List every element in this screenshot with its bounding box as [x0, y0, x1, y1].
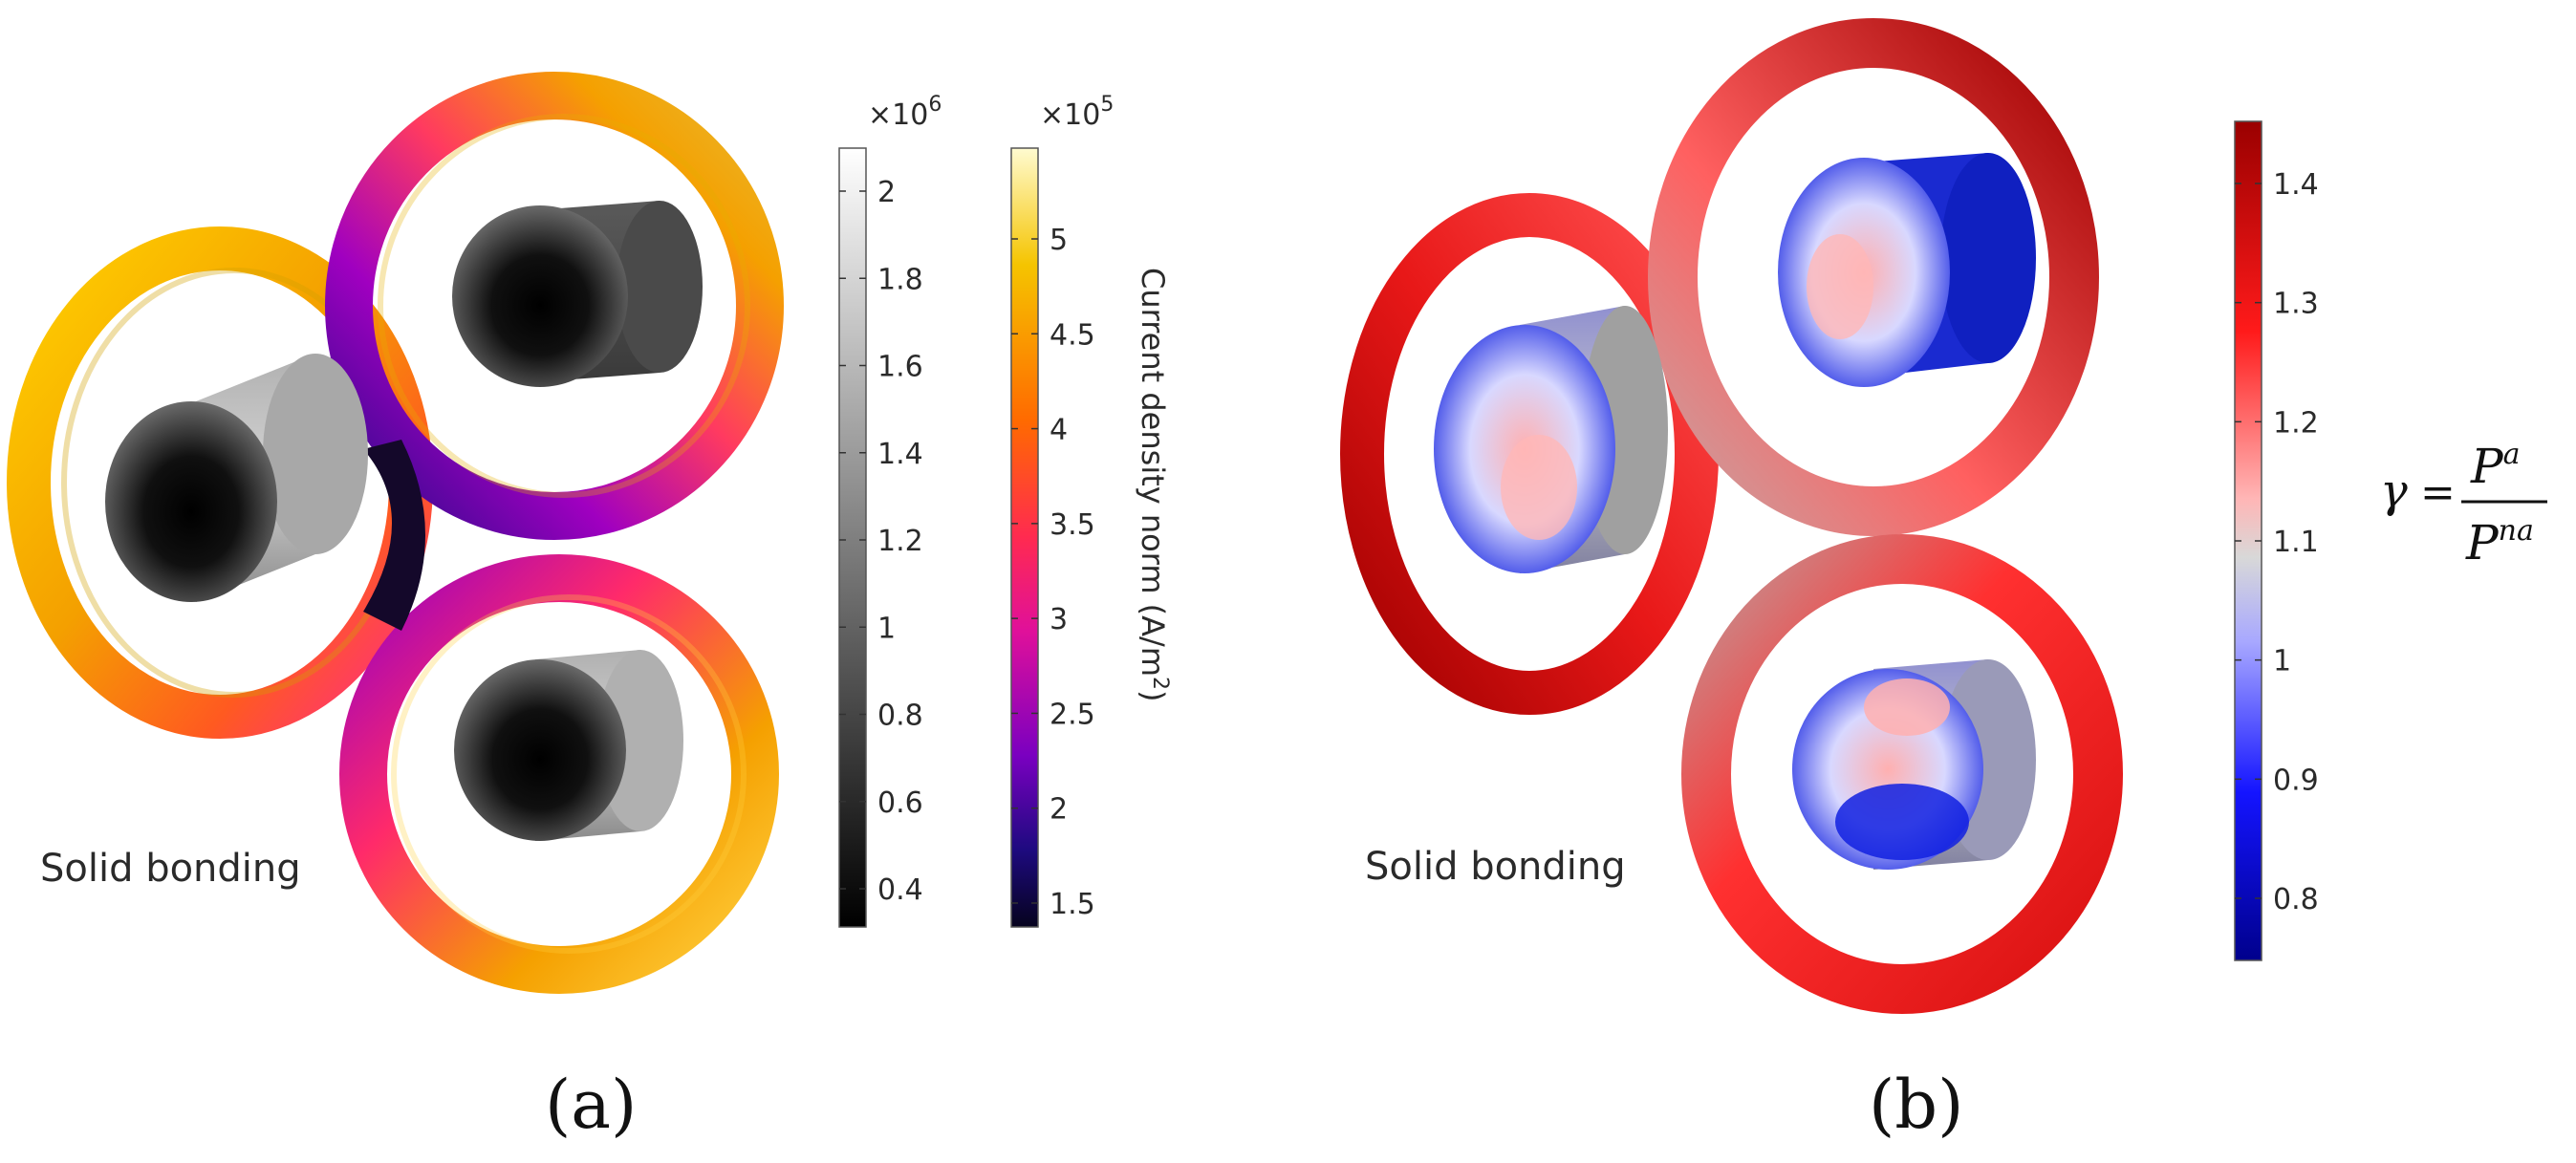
heat-colorbar-exponent: ×105: [1040, 93, 1114, 132]
conductor-b-top: [1778, 153, 2036, 387]
gamma-colorbar: 1.4 1.3 1.2 1.1 1 0.9 0.8: [2234, 120, 2319, 961]
gray-colorbar-scale: [838, 147, 867, 928]
colorbar-tick-label: 1.3: [2273, 288, 2319, 321]
colorbar-tick-label: 4: [1050, 414, 1068, 447]
ring-b-left: [1340, 193, 1719, 715]
gamma-formula: γ = Pa Pna: [2380, 438, 2547, 571]
gray-colorbar: ×106 2 1.8 1.6 1.4 1.2 1 0.8 0.6 0.4: [838, 93, 942, 928]
ring-b-top: [1648, 18, 2099, 536]
ring-junction: [363, 440, 425, 631]
panel-a-illustration: [7, 72, 784, 994]
colorbar-tick-label: 2: [1050, 793, 1068, 827]
colorbar-tick-label: 1.6: [877, 351, 923, 384]
colorbar-tick-label: 3: [1050, 603, 1068, 636]
colorbar-tick-label: 0.4: [877, 873, 923, 907]
ring-bottom: [339, 554, 779, 994]
panel-a-bonding-label: Solid bonding: [40, 847, 301, 891]
conductor-b-bottom: [1792, 659, 2036, 870]
colorbar-tick-label: 1.2: [877, 525, 923, 558]
colorbar-tick-label: 0.8: [877, 700, 923, 733]
colorbar-tick-label: 1.8: [877, 263, 923, 296]
colorbar-tick-label: 4.5: [1050, 318, 1095, 352]
colorbar-tick-label: 1.5: [1050, 888, 1095, 921]
gamma-colorbar-ticks: 1.4 1.3 1.2 1.1 1 0.9 0.8: [2235, 168, 2319, 916]
panel-a-label: (a): [545, 1066, 637, 1144]
colorbar-tick-label: 1.4: [2273, 168, 2319, 202]
colorbar-tick-label: 1.2: [2273, 406, 2319, 440]
colorbar-tick-label: 0.9: [2273, 764, 2319, 797]
colorbar-tick-label: 0.6: [877, 786, 923, 820]
heat-colorbar: ×105 5 4.5 4 3.5 3 2.5 2 1.5 Current density no…: [1010, 93, 1172, 928]
gray-colorbar-ticks: 2 1.8 1.6 1.4 1.2 1 0.8 0.6 0.4: [839, 176, 923, 907]
panel-b-illustration: [1340, 18, 2123, 1014]
heat-colorbar-title: Current density norm (A/m2): [1135, 268, 1172, 701]
colorbar-tick-label: 1: [877, 612, 896, 645]
panel-b-bonding-label: Solid bonding: [1365, 845, 1626, 889]
conductor-top: [452, 201, 703, 387]
colorbar-tick-label: 3.5: [1050, 508, 1095, 542]
panel-b-label: (b): [1869, 1066, 1963, 1144]
gray-colorbar-exponent: ×106: [868, 93, 942, 132]
colorbar-tick-label: 1.1: [2273, 526, 2319, 559]
heat-colorbar-ticks: 5 4.5 4 3.5 3 2.5 2 1.5: [1011, 224, 1095, 921]
heat-colorbar-scale: [1010, 147, 1039, 928]
colorbar-tick-label: 2: [877, 176, 896, 209]
conductor-left: [105, 354, 368, 602]
formula-numerator: Pa: [2470, 438, 2521, 494]
colorbar-tick-label: 1: [2273, 645, 2291, 678]
formula-gamma: γ: [2380, 464, 2408, 518]
colorbar-tick-label: 0.8: [2273, 883, 2319, 916]
conductor-bottom: [454, 650, 683, 841]
formula-denominator: Pna: [2465, 514, 2534, 571]
colorbar-tick-label: 2.5: [1050, 698, 1095, 731]
colorbar-tick-label: 5: [1050, 224, 1068, 257]
ring-top: [325, 72, 784, 540]
colorbar-tick-label: 1.4: [877, 438, 923, 471]
ring-b-bottom: [1681, 534, 2123, 1014]
formula-equals: =: [2420, 468, 2456, 517]
conductor-b-left: [1434, 306, 1668, 573]
